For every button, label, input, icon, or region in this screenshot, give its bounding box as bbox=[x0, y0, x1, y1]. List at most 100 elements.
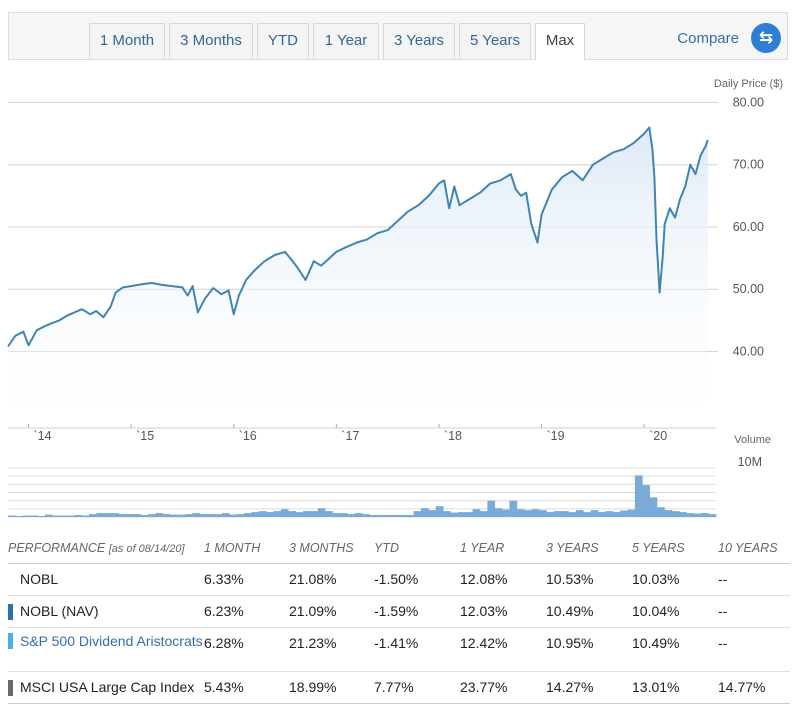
cell: 6.28% bbox=[204, 635, 244, 651]
volume-bar bbox=[303, 511, 311, 517]
price-ytick-label: 50.00 bbox=[733, 282, 764, 296]
tab-max[interactable]: Max bbox=[535, 23, 585, 60]
volume-bar bbox=[339, 513, 348, 517]
volume-bar bbox=[280, 509, 289, 517]
col-10-years: 10 YEARS bbox=[718, 541, 778, 555]
volume-bar bbox=[679, 512, 687, 517]
xtick-label: `19 bbox=[547, 429, 565, 443]
cell: -1.41% bbox=[374, 635, 419, 651]
volume-bar bbox=[214, 514, 223, 517]
volume-axis-label: Volume bbox=[734, 434, 771, 446]
volume-bar bbox=[561, 511, 569, 517]
xtick-label: `17 bbox=[341, 429, 359, 443]
volume-bar bbox=[229, 514, 237, 518]
xtick-label: `14 bbox=[33, 429, 51, 443]
volume-bar bbox=[74, 515, 83, 517]
tab-1-month[interactable]: 1 Month bbox=[89, 23, 165, 59]
cell: 10.95% bbox=[546, 635, 594, 651]
xtick-label: `15 bbox=[136, 429, 154, 443]
volume-bar bbox=[111, 513, 119, 517]
price-axis-label: Daily Price ($) bbox=[714, 78, 783, 90]
volume-bar bbox=[693, 513, 702, 517]
volume-bar bbox=[634, 475, 643, 517]
volume-bar bbox=[465, 512, 473, 517]
volume-bar bbox=[177, 514, 186, 518]
msci-swatch bbox=[8, 680, 13, 696]
cell: 23.77% bbox=[460, 679, 508, 695]
volume-bar bbox=[103, 513, 112, 517]
volume-bar bbox=[575, 510, 584, 517]
volume-ytick-label: 10M bbox=[738, 455, 762, 469]
volume-bar bbox=[44, 514, 53, 518]
volume-bar bbox=[546, 512, 555, 517]
volume-bar bbox=[539, 510, 547, 517]
volume-bar bbox=[310, 511, 319, 517]
performance-header: PERFORMANCE [as of 08/14/20] 1 MONTH 3 M… bbox=[8, 533, 790, 564]
volume-bar bbox=[37, 516, 46, 517]
volume-bar bbox=[686, 513, 695, 517]
volume-bar bbox=[251, 512, 260, 517]
volume-bar bbox=[502, 509, 510, 517]
volume-bar bbox=[487, 500, 496, 517]
cell: 12.08% bbox=[460, 571, 508, 587]
volume-bar bbox=[598, 512, 606, 517]
range-tab-bar: 1 Month 3 Months YTD 1 Year 3 Years 5 Ye… bbox=[8, 12, 788, 60]
cell: 14.27% bbox=[546, 679, 594, 695]
volume-bar bbox=[516, 509, 525, 517]
volume-bar bbox=[406, 515, 414, 517]
volume-bar bbox=[457, 512, 466, 517]
price-area bbox=[8, 127, 708, 421]
table-row: NOBL 6.33% 21.08% -1.50% 12.08% 10.53% 1… bbox=[8, 564, 790, 596]
volume-bar bbox=[590, 510, 599, 517]
volume-bar bbox=[413, 511, 422, 517]
row-name-link[interactable]: S&P 500 Dividend Aristocrats bbox=[20, 633, 203, 649]
volume-bar bbox=[612, 512, 621, 517]
volume-bar bbox=[369, 515, 378, 517]
row-name: NOBL (NAV) bbox=[20, 603, 99, 619]
aristocrats-swatch bbox=[8, 633, 13, 649]
tab-ytd[interactable]: YTD bbox=[257, 23, 309, 59]
volume-bar bbox=[185, 514, 193, 517]
volume-bar bbox=[657, 507, 665, 517]
volume-bar bbox=[89, 514, 97, 517]
cell: 12.42% bbox=[460, 635, 508, 651]
tab-3-months[interactable]: 3 Months bbox=[169, 23, 253, 59]
volume-bar bbox=[450, 512, 459, 517]
volume-bar bbox=[325, 511, 333, 517]
volume-bar bbox=[22, 515, 31, 517]
volume-bar bbox=[398, 515, 407, 517]
volume-bar bbox=[664, 510, 673, 517]
table-row: S&P 500 Dividend Aristocrats 6.28% 21.23… bbox=[8, 628, 790, 672]
table-row: NOBL (NAV) 6.23% 21.09% -1.59% 12.03% 10… bbox=[8, 596, 790, 628]
volume-bar bbox=[671, 511, 680, 517]
volume-bar bbox=[266, 512, 274, 517]
volume-bar bbox=[15, 516, 24, 517]
performance-table: PERFORMANCE [as of 08/14/20] 1 MONTH 3 M… bbox=[8, 533, 790, 704]
volume-bar bbox=[347, 514, 355, 517]
col-1-month: 1 MONTH bbox=[204, 541, 261, 555]
cell: 12.03% bbox=[460, 603, 508, 619]
tab-1-year[interactable]: 1 Year bbox=[313, 23, 379, 59]
volume-bar bbox=[332, 513, 341, 517]
compare-link[interactable]: Compare bbox=[677, 30, 739, 47]
performance-title: PERFORMANCE [as of 08/14/20] bbox=[8, 541, 185, 555]
tab-3-years[interactable]: 3 Years bbox=[383, 23, 455, 59]
col-3-months: 3 MONTHS bbox=[289, 541, 354, 555]
volume-bar bbox=[207, 514, 215, 517]
volume-bar bbox=[244, 513, 252, 517]
volume-bar bbox=[52, 515, 60, 517]
volume-bar bbox=[428, 510, 437, 517]
price-ytick-label: 80.00 bbox=[733, 95, 764, 109]
volume-bar bbox=[583, 512, 591, 517]
cell: 6.23% bbox=[204, 603, 244, 619]
volume-bar bbox=[524, 510, 532, 517]
cell: 10.49% bbox=[632, 635, 680, 651]
tab-5-years[interactable]: 5 Years bbox=[459, 23, 531, 59]
col-3-years: 3 YEARS bbox=[546, 541, 599, 555]
volume-bar bbox=[67, 515, 75, 517]
volume-bar bbox=[155, 513, 164, 517]
volume-bar bbox=[96, 513, 105, 517]
nav-swatch bbox=[8, 604, 13, 620]
swap-arrows-icon[interactable]: ⇆ bbox=[751, 23, 781, 53]
col-ytd: YTD bbox=[374, 541, 399, 555]
